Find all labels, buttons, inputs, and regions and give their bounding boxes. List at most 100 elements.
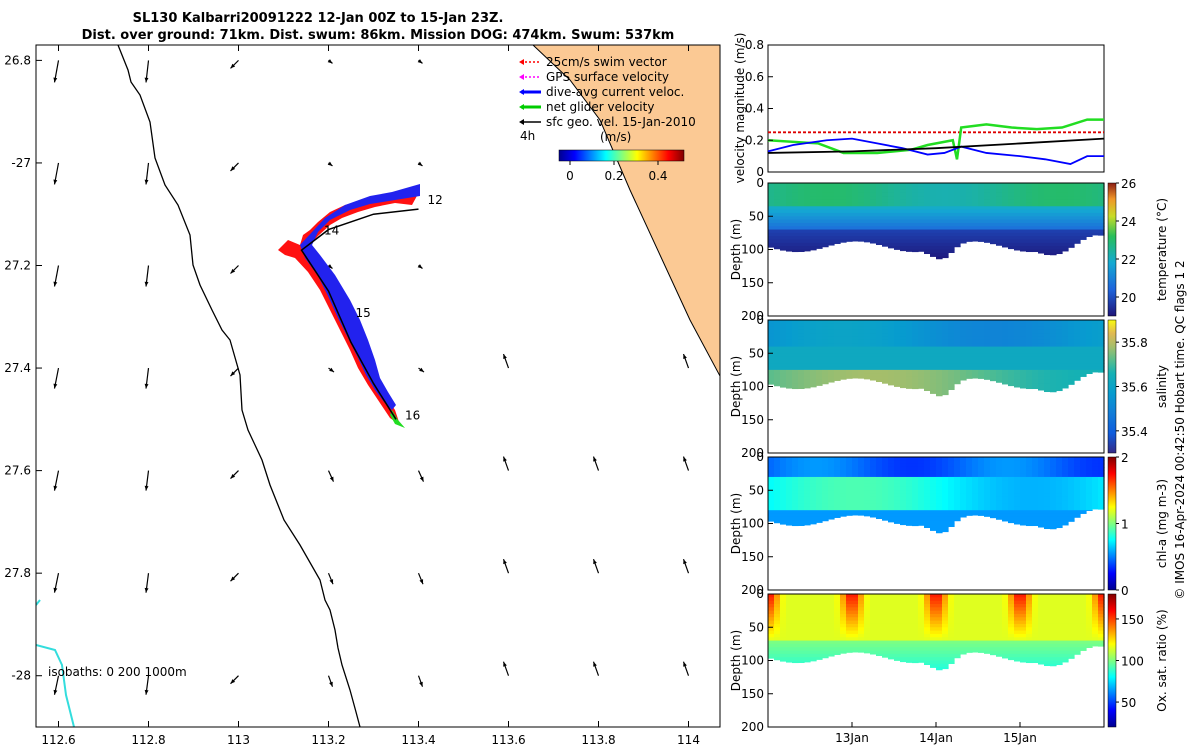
section-cell xyxy=(1020,647,1027,652)
section-cell xyxy=(786,460,793,465)
section-cell xyxy=(876,496,883,501)
section-cell xyxy=(1026,603,1033,608)
section-cell xyxy=(924,239,931,244)
section-cell xyxy=(834,460,841,465)
section-cell xyxy=(1014,463,1021,468)
section-cell xyxy=(906,483,913,488)
section-cell xyxy=(954,613,961,618)
section-cell xyxy=(894,480,901,485)
section-cell xyxy=(906,192,913,197)
section-cell xyxy=(1092,506,1099,510)
section-cell xyxy=(990,320,997,324)
section-cell xyxy=(996,366,1003,371)
section-cell xyxy=(792,597,799,602)
section-cell xyxy=(792,343,799,348)
section-cell xyxy=(1062,236,1069,241)
section-cell xyxy=(1086,600,1093,605)
section-cell xyxy=(1068,326,1075,331)
section-cell xyxy=(1014,597,1021,602)
section-cell xyxy=(1074,346,1081,351)
section-cell xyxy=(768,463,775,468)
section-cell xyxy=(918,643,925,648)
section-cell xyxy=(900,326,907,331)
section-cell xyxy=(1026,199,1033,204)
section-cell xyxy=(1056,457,1063,461)
section-cell xyxy=(996,333,1003,338)
section-cell xyxy=(942,222,949,227)
section-cell xyxy=(1044,222,1051,227)
section-cell xyxy=(978,376,985,379)
section-cell xyxy=(918,323,925,328)
geostrophic-arrows xyxy=(53,59,690,695)
geo-arrow-head xyxy=(230,371,236,377)
section-cell xyxy=(1056,356,1063,361)
section-cell xyxy=(942,617,949,622)
section-cell xyxy=(780,209,787,214)
section-cell xyxy=(816,610,823,615)
section-cell xyxy=(906,236,913,241)
section-cell xyxy=(912,376,919,381)
section-cell xyxy=(846,600,853,605)
section-cell xyxy=(894,333,901,338)
section-cell xyxy=(780,500,787,505)
section-cell xyxy=(816,480,823,485)
section-cell xyxy=(1002,520,1009,522)
section-cell xyxy=(1050,510,1057,515)
section-cell xyxy=(948,249,955,253)
section-cell xyxy=(876,623,883,628)
section-cell xyxy=(1062,643,1069,648)
section-cell xyxy=(1032,503,1039,508)
section-cell xyxy=(834,647,841,652)
section-cell xyxy=(1068,373,1075,378)
section-cell xyxy=(930,493,937,498)
section-cell xyxy=(1098,216,1105,221)
section-cell xyxy=(840,192,847,197)
section-cell xyxy=(792,650,799,655)
section-cell xyxy=(978,326,985,331)
section-cell xyxy=(918,633,925,638)
section-cell xyxy=(990,336,997,341)
section-cell xyxy=(1050,343,1057,348)
vel-ytick-label: 0.8 xyxy=(745,38,764,52)
section-cell xyxy=(804,219,811,224)
section-cell xyxy=(786,520,793,525)
section-cell xyxy=(810,239,817,244)
section-cell xyxy=(906,359,913,364)
section-cell xyxy=(954,503,961,508)
section-cell xyxy=(948,206,955,211)
section-cell xyxy=(996,610,1003,615)
section-cell xyxy=(1050,349,1057,354)
section-cell xyxy=(930,226,937,231)
section-cell xyxy=(1068,493,1075,498)
section-cell xyxy=(822,620,829,625)
section-cell xyxy=(1026,222,1033,227)
section-cell xyxy=(834,607,841,612)
section-cell xyxy=(876,359,883,364)
section-cell xyxy=(774,336,781,341)
section-cell xyxy=(786,480,793,485)
section-ytick-label: 0 xyxy=(756,176,764,190)
section-cell xyxy=(816,657,823,660)
section-cell xyxy=(864,623,871,628)
section-cell xyxy=(792,490,799,495)
section-cell xyxy=(1056,183,1063,187)
section-cell xyxy=(834,366,841,371)
section-cell xyxy=(1068,186,1075,191)
section-cell xyxy=(1026,594,1033,598)
section-cell xyxy=(1008,326,1015,331)
section-cell xyxy=(948,376,955,381)
section-cell xyxy=(858,219,865,224)
section-cell xyxy=(972,600,979,605)
section-cell xyxy=(810,186,817,191)
section-cell xyxy=(978,349,985,354)
map-ytick-label: -27 xyxy=(11,156,31,170)
section-cell xyxy=(876,216,883,221)
section-cell xyxy=(1026,613,1033,618)
section-cell xyxy=(858,349,865,354)
section-cell xyxy=(924,252,931,255)
section-cell xyxy=(1086,640,1093,645)
section-cell xyxy=(828,623,835,628)
section-cell xyxy=(822,617,829,622)
section-cell xyxy=(1032,617,1039,622)
